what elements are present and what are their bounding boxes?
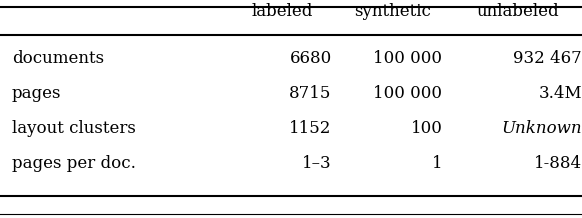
Text: 100 000: 100 000 <box>373 50 442 67</box>
Text: 6680: 6680 <box>289 50 332 67</box>
Text: 932 467: 932 467 <box>513 50 582 67</box>
Text: synthetic: synthetic <box>354 3 431 20</box>
Text: documents: documents <box>12 50 104 67</box>
Text: 8715: 8715 <box>289 85 332 102</box>
Text: 1: 1 <box>432 155 442 172</box>
Text: 100: 100 <box>410 120 442 137</box>
Text: 3.4M: 3.4M <box>538 85 582 102</box>
Text: pages: pages <box>12 85 61 102</box>
Text: 1–3: 1–3 <box>302 155 332 172</box>
Text: pages per doc.: pages per doc. <box>12 155 136 172</box>
Text: unlabeled: unlabeled <box>477 3 559 20</box>
Text: 100 000: 100 000 <box>373 85 442 102</box>
Text: 1152: 1152 <box>289 120 332 137</box>
Text: labeled: labeled <box>251 3 313 20</box>
Text: layout clusters: layout clusters <box>12 120 136 137</box>
Text: 1-884: 1-884 <box>534 155 582 172</box>
Text: Unknown: Unknown <box>501 120 582 137</box>
